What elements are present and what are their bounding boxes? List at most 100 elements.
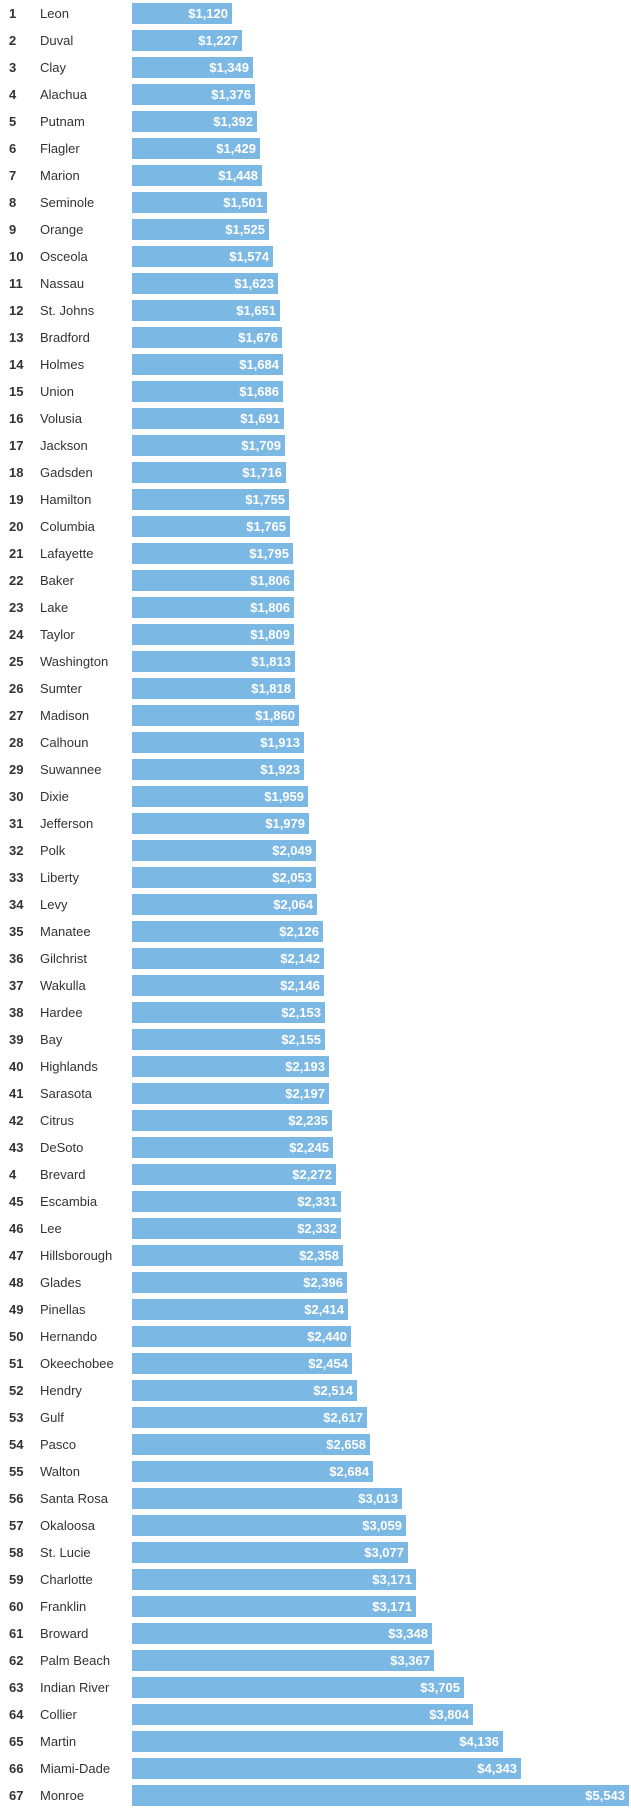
bar: $1,755 xyxy=(132,489,289,510)
bar: $4,136 xyxy=(132,1731,503,1752)
county-label: Walton xyxy=(40,1458,80,1485)
chart-row: 27 Madison $1,860 xyxy=(0,702,631,729)
rank-label: 28 xyxy=(9,729,23,756)
value-label: $4,136 xyxy=(459,1731,499,1752)
value-label: $3,367 xyxy=(390,1650,430,1671)
chart-row: 4 Brevard $2,272 xyxy=(0,1161,631,1188)
chart-row: 8 Seminole $1,501 xyxy=(0,189,631,216)
chart-row: 25 Washington $1,813 xyxy=(0,648,631,675)
chart-row: 52 Hendry $2,514 xyxy=(0,1377,631,1404)
rank-label: 11 xyxy=(9,270,23,297)
value-label: $1,349 xyxy=(209,57,249,78)
rank-label: 1 xyxy=(9,0,16,27)
county-label: Volusia xyxy=(40,405,82,432)
rank-label: 67 xyxy=(9,1782,23,1809)
rank-label: 50 xyxy=(9,1323,23,1350)
bar: $1,376 xyxy=(132,84,255,105)
bar: $2,332 xyxy=(132,1218,341,1239)
county-label: Monroe xyxy=(40,1782,84,1809)
chart-row: 32 Polk $2,049 xyxy=(0,837,631,864)
county-label: Franklin xyxy=(40,1593,86,1620)
county-label: Lee xyxy=(40,1215,62,1242)
county-label: Citrus xyxy=(40,1107,74,1134)
value-label: $2,332 xyxy=(297,1218,337,1239)
chart-row: 58 St. Lucie $3,077 xyxy=(0,1539,631,1566)
rank-label: 2 xyxy=(9,27,16,54)
chart-row: 54 Pasco $2,658 xyxy=(0,1431,631,1458)
value-label: $1,448 xyxy=(218,165,258,186)
county-label: Bay xyxy=(40,1026,62,1053)
rank-label: 42 xyxy=(9,1107,23,1134)
value-label: $1,651 xyxy=(236,300,276,321)
county-label: Indian River xyxy=(40,1674,109,1701)
chart-row: 55 Walton $2,684 xyxy=(0,1458,631,1485)
rank-label: 48 xyxy=(9,1269,23,1296)
value-label: $3,059 xyxy=(362,1515,402,1536)
value-label: $2,146 xyxy=(280,975,320,996)
chart-row: 23 Lake $1,806 xyxy=(0,594,631,621)
county-label: Gadsden xyxy=(40,459,93,486)
rank-label: 8 xyxy=(9,189,16,216)
value-label: $1,709 xyxy=(241,435,281,456)
chart-row: 57 Okaloosa $3,059 xyxy=(0,1512,631,1539)
county-label: Baker xyxy=(40,567,74,594)
value-label: $3,804 xyxy=(429,1704,469,1725)
county-label: Jefferson xyxy=(40,810,93,837)
chart-row: 28 Calhoun $1,913 xyxy=(0,729,631,756)
chart-row: 19 Hamilton $1,755 xyxy=(0,486,631,513)
chart-row: 12 St. Johns $1,651 xyxy=(0,297,631,324)
county-label: Union xyxy=(40,378,74,405)
rank-label: 26 xyxy=(9,675,23,702)
county-label: Nassau xyxy=(40,270,84,297)
chart-row: 67 Monroe $5,543 xyxy=(0,1782,631,1809)
value-label: $2,414 xyxy=(304,1299,344,1320)
value-label: $1,501 xyxy=(223,192,263,213)
chart-row: 22 Baker $1,806 xyxy=(0,567,631,594)
chart-row: 1 Leon $1,120 xyxy=(0,0,631,27)
chart-row: 64 Collier $3,804 xyxy=(0,1701,631,1728)
county-label: Flagler xyxy=(40,135,80,162)
value-label: $3,077 xyxy=(364,1542,404,1563)
county-label: Duval xyxy=(40,27,73,54)
value-label: $2,514 xyxy=(313,1380,353,1401)
chart-row: 59 Charlotte $3,171 xyxy=(0,1566,631,1593)
rank-label: 22 xyxy=(9,567,23,594)
rank-label: 19 xyxy=(9,486,23,513)
bar: $1,765 xyxy=(132,516,290,537)
bar: $1,448 xyxy=(132,165,262,186)
county-label: Taylor xyxy=(40,621,75,648)
rank-label: 55 xyxy=(9,1458,23,1485)
rank-label: 43 xyxy=(9,1134,23,1161)
chart-row: 24 Taylor $1,809 xyxy=(0,621,631,648)
rank-label: 56 xyxy=(9,1485,23,1512)
chart-row: 46 Lee $2,332 xyxy=(0,1215,631,1242)
county-label: St. Lucie xyxy=(40,1539,91,1566)
bar: $2,146 xyxy=(132,975,324,996)
county-label: Dixie xyxy=(40,783,69,810)
chart-row: 51 Okeechobee $2,454 xyxy=(0,1350,631,1377)
rank-label: 12 xyxy=(9,297,23,324)
chart-row: 41 Sarasota $2,197 xyxy=(0,1080,631,1107)
bar: $2,358 xyxy=(132,1245,343,1266)
county-label: Hendry xyxy=(40,1377,82,1404)
county-label: Osceola xyxy=(40,243,88,270)
value-label: $1,392 xyxy=(213,111,253,132)
bar: $2,155 xyxy=(132,1029,325,1050)
bar: $1,120 xyxy=(132,3,232,24)
county-label: Columbia xyxy=(40,513,95,540)
bar: $1,979 xyxy=(132,813,309,834)
chart-row: 9 Orange $1,525 xyxy=(0,216,631,243)
bar: $1,651 xyxy=(132,300,280,321)
rank-label: 7 xyxy=(9,162,16,189)
chart-row: 6 Flagler $1,429 xyxy=(0,135,631,162)
county-label: Washington xyxy=(40,648,108,675)
rank-label: 49 xyxy=(9,1296,23,1323)
bar: $1,227 xyxy=(132,30,242,51)
rank-label: 4 xyxy=(9,81,16,108)
value-label: $1,623 xyxy=(234,273,274,294)
chart-row: 5 Putnam $1,392 xyxy=(0,108,631,135)
bar: $2,414 xyxy=(132,1299,348,1320)
value-label: $2,396 xyxy=(303,1272,343,1293)
rank-label: 14 xyxy=(9,351,23,378)
bar: $2,153 xyxy=(132,1002,325,1023)
